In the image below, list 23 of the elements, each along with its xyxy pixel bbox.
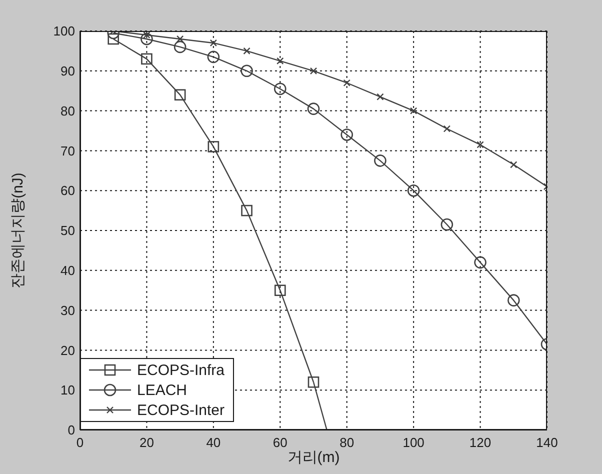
x-tick-label: 100 bbox=[402, 435, 424, 450]
legend-label: ECOPS-Inter bbox=[137, 402, 225, 418]
y-tick-label: 90 bbox=[60, 64, 75, 79]
y-tick-label: 20 bbox=[60, 342, 75, 358]
y-tick-label: 0 bbox=[68, 422, 75, 438]
x-axis-title: 거리(m) bbox=[287, 449, 340, 466]
y-axis-title: 잔존에너지량(nJ) bbox=[10, 172, 26, 288]
x-tick-label: 120 bbox=[469, 435, 492, 450]
y-tick-label: 30 bbox=[60, 302, 75, 318]
y-tick-label: 40 bbox=[60, 263, 75, 278]
y-tick-label: 60 bbox=[60, 183, 75, 198]
legend-label: LEACH bbox=[137, 382, 188, 398]
x-tick-label: 60 bbox=[272, 435, 288, 450]
x-tick-label: 80 bbox=[340, 435, 354, 450]
x-tick-label: 20 bbox=[139, 435, 154, 450]
y-tick-label: 50 bbox=[60, 223, 75, 238]
y-tick-label: 70 bbox=[60, 143, 75, 158]
y-tick-label: 100 bbox=[53, 24, 75, 39]
y-tick-label: 10 bbox=[60, 382, 75, 398]
x-tick-label: 40 bbox=[206, 435, 221, 450]
x-tick-label: 140 bbox=[536, 435, 558, 450]
y-tick-label: 80 bbox=[60, 103, 75, 118]
legend-label: ECOPS-Infra bbox=[137, 362, 225, 378]
